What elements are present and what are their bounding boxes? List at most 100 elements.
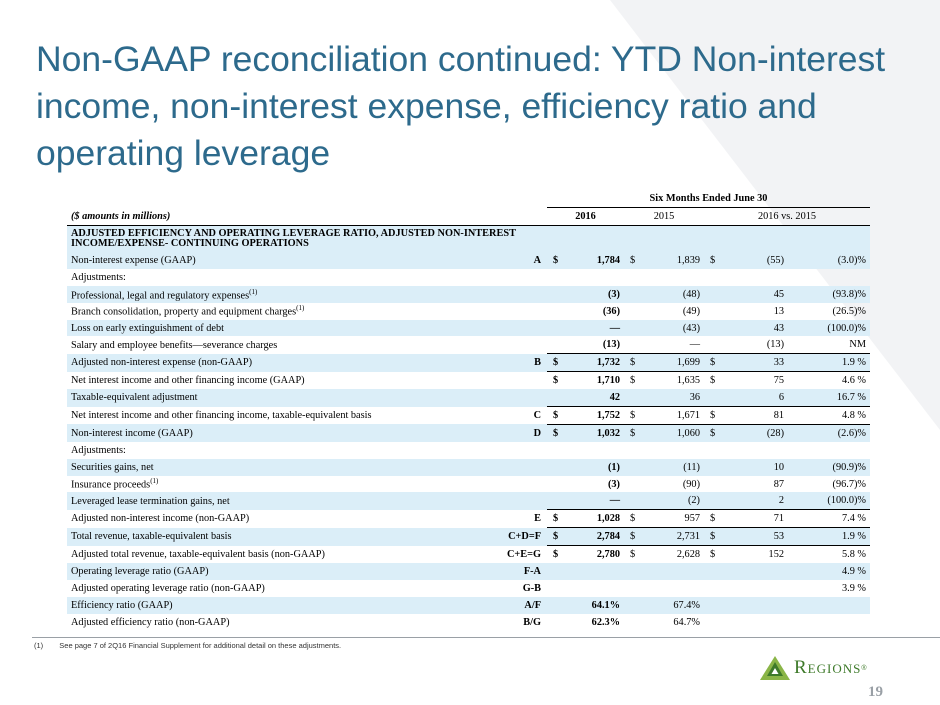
row-ref-text: F-A [523, 565, 541, 577]
row-ref: C [497, 407, 547, 425]
dollar-sign [704, 303, 726, 320]
value-2015: 1,671 [646, 406, 704, 425]
value-2015-text: (43) [682, 322, 700, 334]
value-2015-text: 2,628 [676, 549, 700, 561]
reconciliation-table: Six Months Ended June 30 ($ amounts in m… [67, 190, 870, 631]
col-header-2016: 2016 [547, 207, 624, 226]
value-2016: 1,784 [569, 252, 624, 269]
value-2015: 1,060 [646, 423, 704, 442]
value-2016 [569, 563, 624, 580]
value-change [726, 596, 788, 614]
value-pct-change-text: (100.0)% [827, 495, 866, 507]
value-2015: (11) [646, 458, 704, 476]
value-2015: (43) [646, 319, 704, 337]
row-label-text: Total revenue, taxable-equivalent basis [71, 531, 232, 543]
value-pct-change: (100.0)% [788, 492, 870, 510]
row-label: Professional, legal and regulatory expen… [67, 285, 497, 303]
dollar-sign [547, 458, 569, 476]
value-2016: 62.3% [569, 614, 624, 631]
value-change-text: 13 [773, 305, 784, 317]
value-2015: 1,699 [646, 353, 704, 372]
row-label: Adjustments: [67, 269, 497, 286]
dollar-sign: $ [704, 371, 726, 390]
value-change: 53 [726, 527, 788, 546]
regions-logo: Regions ® [760, 655, 867, 681]
row-label-text: Professional, legal and regulatory expen… [71, 289, 250, 301]
row-ref: G-B [497, 580, 547, 597]
value-2015-text: 64.7% [673, 616, 700, 628]
row-label: Loss on early extinguishment of debt [67, 319, 497, 337]
row-label: Net interest income and other financing … [67, 372, 497, 389]
row-label-text: Insurance proceeds [71, 479, 151, 491]
value-2016-text: 2,784 [596, 531, 620, 543]
value-2015: 1,635 [646, 371, 704, 390]
value-2015: 2,731 [646, 527, 704, 546]
value-pct-change-text: (96.7)% [832, 478, 866, 490]
row-ref: C+D=F [497, 527, 547, 546]
dollar-sign-text: $ [710, 549, 716, 561]
value-change [726, 269, 788, 286]
row-label-text: Branch consolidation, property and equip… [71, 306, 297, 318]
row-ref: B [497, 353, 547, 372]
value-2016 [569, 580, 624, 597]
value-pct-change-text: 7.4 % [841, 513, 866, 525]
dollar-sign-text: $ [553, 409, 559, 421]
value-change: (28) [726, 423, 788, 442]
row-ref-text: C+D=F [508, 531, 541, 543]
table-row: Non-interest income (GAAP) D $1,032 $1,060 $… [67, 423, 870, 442]
row-label-text: Adjusted non-interest expense (non-GAAP) [71, 357, 253, 369]
dollar-sign [547, 492, 569, 510]
row-ref: A/F [497, 596, 547, 614]
value-2015 [646, 269, 704, 286]
slide-title: Non-GAAP reconciliation continued: YTD N… [36, 39, 886, 173]
row-label: Adjusted operating leverage ratio (non-G… [67, 580, 497, 597]
footnote-ref: (1) [249, 287, 258, 296]
row-label-text: Adjusted non-interest income (non-GAAP) [71, 513, 250, 525]
value-2016: 1,032 [569, 423, 624, 442]
row-ref-text: A/F [524, 599, 541, 611]
table-row: Adjusted non-interest expense (non-GAAP)… [67, 353, 870, 372]
row-label: Operating leverage ratio (GAAP) [67, 563, 497, 580]
value-2016 [569, 442, 624, 459]
value-change-text: 87 [773, 478, 784, 490]
row-ref-text: C+E=G [506, 548, 541, 560]
value-pct-change: 3.9 % [788, 580, 870, 597]
dollar-sign [704, 389, 726, 407]
table-row: Net interest income and other financing … [67, 371, 870, 390]
dollar-sign-text: $ [710, 409, 716, 421]
value-change-text: 2 [778, 495, 784, 507]
row-label: Efficiency ratio (GAAP) [67, 596, 497, 614]
row-ref-text: G-B [522, 582, 541, 594]
value-change: 13 [726, 303, 788, 320]
value-2016: 42 [569, 389, 624, 407]
value-change-text: 75 [773, 375, 784, 387]
row-label: Non-interest income (GAAP) [67, 424, 497, 442]
row-label: Adjusted non-interest income (non-GAAP) [67, 510, 497, 528]
dollar-sign: $ [547, 406, 569, 425]
value-change: 10 [726, 458, 788, 476]
value-pct-change: NM [788, 336, 870, 353]
table-row: Total revenue, taxable-equivalent basis C… [67, 527, 870, 546]
value-2016-text: 62.3% [591, 616, 620, 628]
value-2016-text: (36) [602, 305, 620, 317]
dollar-sign [704, 442, 726, 459]
dollar-sign-text: $ [710, 357, 716, 369]
value-change-text: 53 [773, 531, 784, 543]
dollar-sign: $ [624, 527, 646, 546]
dollar-sign [624, 336, 646, 353]
period-header: Six Months Ended June 30 [547, 190, 870, 208]
row-ref: C+E=G [497, 546, 547, 563]
value-change [726, 614, 788, 631]
row-label-text: Adjustments: [71, 271, 126, 283]
row-ref [497, 389, 547, 407]
table-row: Non-interest expense (GAAP) A $1,784 $1,839… [67, 252, 870, 269]
value-pct-change [788, 269, 870, 286]
dollar-sign-text: $ [553, 427, 559, 439]
table-row: Adjusted total revenue, taxable-equivale… [67, 545, 870, 564]
value-2015-text: 1,839 [676, 254, 700, 266]
value-pct-change-text: (100.0)% [827, 322, 866, 334]
value-pct-change: (90.9)% [788, 458, 870, 476]
dollar-sign [547, 563, 569, 580]
value-change: 43 [726, 319, 788, 337]
footnote-marker: (1) [34, 641, 44, 650]
